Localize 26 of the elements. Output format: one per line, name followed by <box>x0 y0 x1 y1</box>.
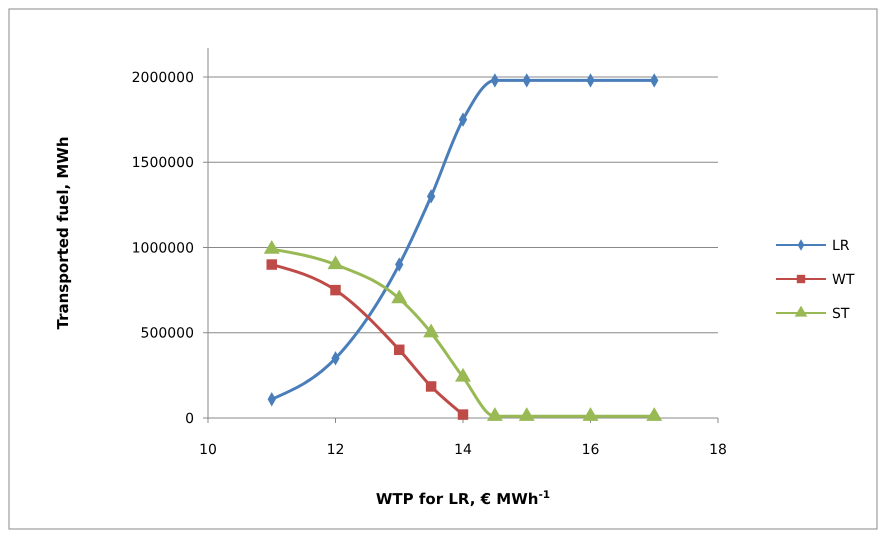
point <box>486 407 503 421</box>
legend-label: ST <box>832 306 850 322</box>
y-axis-title: Transported fuel, MWh <box>54 136 72 330</box>
legend-label: LR <box>832 238 850 254</box>
y-tick-label: 2000000 <box>132 70 194 86</box>
x-tick-label: 14 <box>454 442 472 458</box>
y-tick-label: 0 <box>185 411 194 427</box>
point <box>328 255 344 270</box>
x-tick-label: 18 <box>709 442 727 458</box>
point <box>264 240 280 254</box>
point <box>455 368 471 382</box>
y-tick-label: 500000 <box>140 326 194 342</box>
y-tick-label: 1500000 <box>132 155 194 172</box>
point <box>518 407 535 421</box>
point <box>266 259 277 270</box>
point <box>582 407 598 421</box>
x-axis-title: WTP for LR, € MWh$^{-1}$ <box>376 489 550 508</box>
point <box>423 324 440 338</box>
legend-label: WT <box>832 272 855 288</box>
point <box>391 289 408 304</box>
point <box>330 284 341 296</box>
point <box>646 407 662 421</box>
x-tick-label: 16 <box>582 442 600 458</box>
y-tick-label: 1000000 <box>132 240 194 256</box>
x-tick-label: 10 <box>199 442 217 458</box>
x-tick-label: 12 <box>326 442 344 458</box>
